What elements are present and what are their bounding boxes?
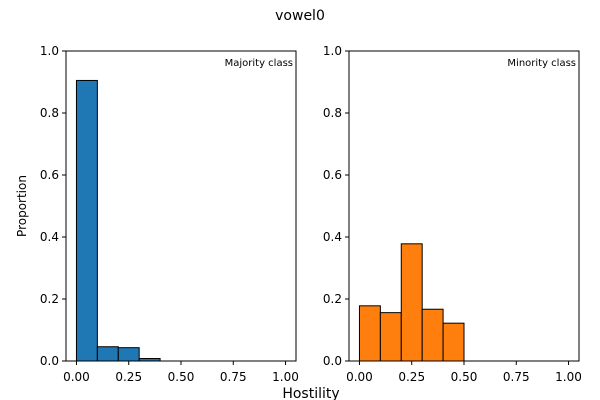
y-tick-label: 0.2 xyxy=(323,292,342,306)
x-tick-label: 1.00 xyxy=(555,370,582,384)
y-tick-label: 0.4 xyxy=(40,230,59,244)
histogram-bar xyxy=(442,322,465,362)
minority-class-annotation: Minority class xyxy=(507,58,576,69)
histogram-bar xyxy=(117,347,140,362)
majority-class-annotation: Majority class xyxy=(225,58,293,69)
histogram-bar xyxy=(400,243,423,362)
histogram-bar xyxy=(379,312,402,362)
majority-class-histogram: Majority class Proportion 0.00 0.25 0.50 0.… xyxy=(15,44,299,384)
y-tick-label: 0.6 xyxy=(323,168,342,182)
figure-title: vowel0 xyxy=(275,8,325,24)
y-tick-label: 1.0 xyxy=(40,44,59,58)
shared-x-axis-label: Hostility xyxy=(282,386,339,400)
x-tick-label: 0.00 xyxy=(346,370,373,384)
x-tick-label: 0.00 xyxy=(63,370,90,384)
x-tick-label: 0.75 xyxy=(503,370,530,384)
histogram-bar xyxy=(75,79,98,362)
histogram-bar xyxy=(421,308,444,362)
x-tick-label: 0.50 xyxy=(451,370,478,384)
y-tick-label: 0.0 xyxy=(40,354,59,368)
x-tick-label: 0.75 xyxy=(220,370,247,384)
y-tick-label: 0.8 xyxy=(323,106,342,120)
histogram-bar xyxy=(358,305,381,362)
x-tick-label: 1.00 xyxy=(272,370,299,384)
y-tick-label: 0.6 xyxy=(40,168,59,182)
histogram-bar xyxy=(96,346,119,362)
y-tick-label: 0.4 xyxy=(323,230,342,244)
y-tick-label: 0.0 xyxy=(323,354,342,368)
y-tick-label: 0.2 xyxy=(40,292,59,306)
y-axis-label: Proportion xyxy=(15,175,29,237)
x-tick-label: 0.50 xyxy=(168,370,195,384)
y-tick-label: 1.0 xyxy=(323,44,342,58)
x-tick-label: 0.25 xyxy=(398,370,425,384)
minority-class-histogram: Minority class 0.00 0.25 0.50 0.75 1.00 0.0 0.… xyxy=(323,44,582,384)
y-tick-label: 0.8 xyxy=(40,106,59,120)
x-tick-label: 0.25 xyxy=(115,370,142,384)
